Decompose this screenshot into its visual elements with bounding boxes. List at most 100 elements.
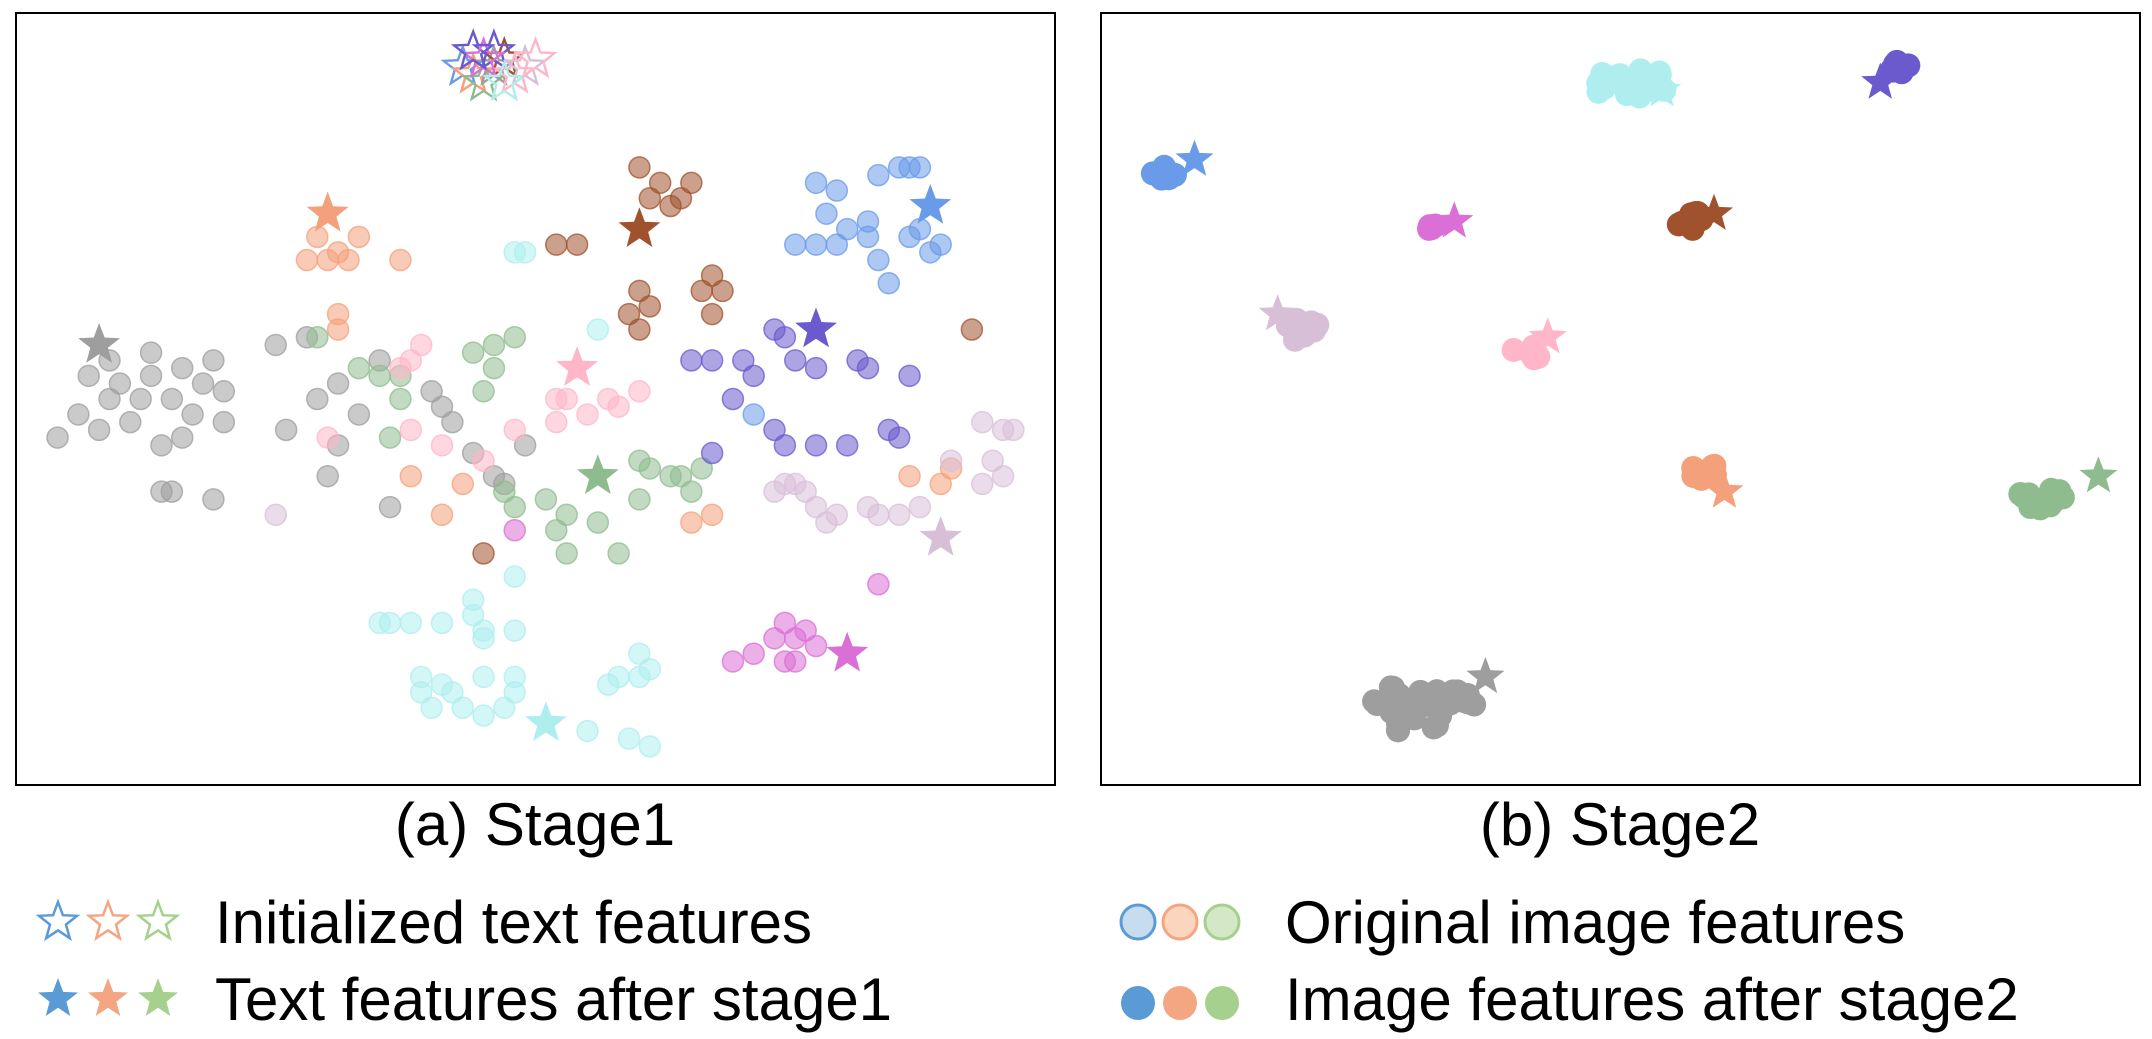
stage1-point-gray [212,410,236,434]
stage1-point-cyan [472,627,495,650]
stage1-point-gray [87,418,111,442]
stage1-point-cyan [399,611,423,635]
stage1-point-lilac [867,503,890,527]
stage1-point-cyan [503,619,526,642]
stage1-point-brown [669,187,693,210]
stage1-point-blue [825,233,849,256]
stage1-point-brown [628,318,651,341]
stage2-point-gray [1362,689,1387,714]
stage1-point-blue [835,217,859,241]
stage1-point-lilac [939,449,963,473]
stage1-point-lilac [804,495,828,519]
legend-original-image-swatches [1119,903,1241,941]
panel-stage2: (b) Stage2 [1100,12,2141,858]
stage1-point-blue [742,403,765,426]
legend-filled-star-icon [138,978,178,1016]
stage1-point-gray [316,464,339,488]
stage1-point-magenta [742,642,765,666]
stage1-point-pink [628,380,651,403]
stage1-point-orange [451,472,475,496]
stage1-point-gray [77,364,100,388]
stage1-star-brown [618,207,661,247]
stage1-point-gray [513,434,537,457]
stage1-point-magenta [773,611,797,635]
stage1-star-gray [78,323,120,363]
stage1-point-green [482,333,506,357]
stage1-point-green [389,387,412,411]
stage2-star-blue [1175,139,1214,176]
stage1-point-lilac [794,480,817,503]
stage1-point-orange [430,503,454,527]
stage1-point-orange [680,511,703,534]
stage1-point-gray [170,356,194,380]
stage2-point-gray [1387,698,1412,723]
stage1-point-gray [46,426,69,449]
stage1-point-cyan [378,611,402,635]
stage1-point-green [503,325,526,349]
stage1-point-gray [274,418,298,442]
legend-hollow-star-icon [85,898,131,942]
stage2-point-green [2030,489,2055,514]
stage1-point-cyan [472,665,495,689]
stage1-point-purple [804,434,828,457]
legend-hollow-star-icon [135,898,181,942]
stage1-star-cyan [525,701,567,741]
stage1-point-pink [409,333,433,357]
stage1-point-blue [815,202,838,225]
stage1-point-lilac [971,410,994,434]
stage1-point-gray [306,387,329,411]
stage1-point-cyan [638,735,662,758]
stage1-point-blue [825,179,849,202]
stage1-point-gray [160,387,184,411]
stage1-point-lilac [908,495,932,519]
stage2-point-cyan [1600,65,1625,90]
stage1-point-blue [919,241,942,264]
stage1-point-gray [139,341,163,364]
stage2-point-blue [1146,162,1171,187]
stage1-point-purple [804,356,828,380]
stage1-point-cyan [513,241,537,264]
stage1-point-pink [576,403,599,426]
stage1-point-orange [326,318,350,341]
stage1-point-magenta [784,650,807,673]
stage1-point-cyan [607,665,630,689]
stage1-point-pink [389,356,412,380]
legend-after-stage1-swatches [38,978,178,1016]
stage1-point-green [545,518,568,542]
stage2-point-green [2012,485,2037,510]
stage1-point-blue [804,171,828,195]
stage1-point-pink [545,410,568,434]
stage1-initialized-star-purple [450,28,496,71]
legend-after-stage2-label: Image features after stage2 [1285,966,2019,1033]
stage1-point-blue [784,233,807,256]
stage1-point-pink [430,434,454,457]
stage1-point-green [555,503,578,527]
stage1-point-brown [700,302,724,326]
stage1-point-lilac [815,511,838,534]
stage1-point-magenta [721,650,745,673]
stage2-point-gray [1428,703,1453,728]
stage1-point-pink [472,449,495,473]
stage1-point-gray [181,403,204,426]
stage2-star-cyan [1643,70,1682,107]
stage1-point-brown [960,318,984,341]
stage1-point-cyan [441,681,464,704]
legend-solid-circle-icon [1121,986,1155,1020]
legend-solid-circle-icon [1205,986,1239,1020]
stage1-point-blue [877,271,901,295]
stage1-plot-area [46,28,1025,758]
stage1-point-gray [191,372,215,395]
stage1-point-cyan [586,318,610,341]
stage2-point-gray [1452,689,1477,714]
stage1-point-brown [617,302,641,326]
stage1-point-gray [119,410,142,434]
stage1-point-green [638,457,662,480]
stage1-point-gray [67,403,90,426]
stage1-point-blue [867,248,890,272]
stage1-point-purple [742,364,765,388]
stage1-point-cyan [420,696,443,720]
stage1-point-brown [711,279,734,303]
legend-initialized-label: Initialized text features [215,889,812,956]
stage1-point-magenta [763,627,786,650]
stage1-point-green [347,356,371,380]
